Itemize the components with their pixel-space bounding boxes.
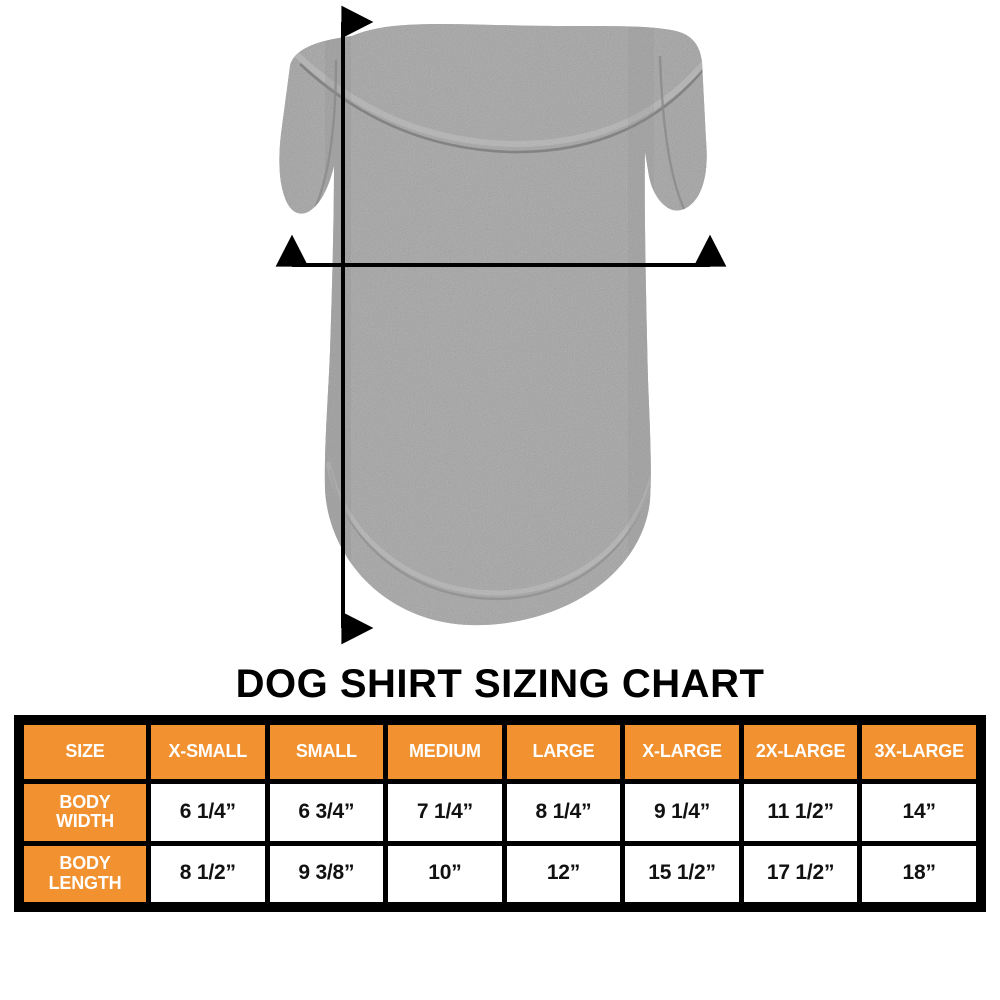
cell-body-length-x-large: 15 1/2” <box>625 845 739 902</box>
header-cell-size: SIZE <box>24 725 146 779</box>
page-title: DOG SHIRT SIZING CHART <box>235 662 765 706</box>
cell-body-length-medium: 10” <box>388 845 502 902</box>
product-figure <box>275 5 727 645</box>
dog-shirt-illustration <box>275 5 727 645</box>
header-cell-small: SMALL <box>269 725 384 779</box>
cell-body-length-2x-large: 17 1/2” <box>743 845 858 902</box>
sizing-table-container: SIZE X-SMALL SMALL MEDIUM LARGE X-LARGE … <box>14 715 986 912</box>
cell-body-length-large: 12” <box>506 845 621 902</box>
measurement-arrows <box>275 5 727 645</box>
cell-body-width-3x-large: 14” <box>862 784 976 841</box>
row-label-line-1: BODY <box>59 791 111 812</box>
header-cell-large: LARGE <box>506 725 621 779</box>
row-label-line-1: BODY <box>59 853 111 874</box>
cell-body-width-large: 8 1/4” <box>506 784 621 841</box>
header-cell-x-small: X-SMALL <box>151 725 265 779</box>
header-cell-x-large: X-LARGE <box>625 725 739 779</box>
table-row-body-width: BODY WIDTH 6 1/4” 6 3/4” 7 1/4” 8 1/4” 9… <box>24 784 976 841</box>
header-cell-3x-large: 3X-LARGE <box>862 725 976 779</box>
cell-body-width-small: 6 3/4” <box>269 784 384 841</box>
row-label-line-2: LENGTH <box>48 872 122 893</box>
sizing-table: SIZE X-SMALL SMALL MEDIUM LARGE X-LARGE … <box>19 720 981 907</box>
cell-body-length-3x-large: 18” <box>862 845 976 902</box>
cell-body-width-x-small: 6 1/4” <box>151 784 265 841</box>
header-cell-medium: MEDIUM <box>388 725 502 779</box>
row-label-line-2: WIDTH <box>56 811 114 832</box>
cell-body-length-x-small: 8 1/2” <box>151 845 265 902</box>
cell-body-width-2x-large: 11 1/2” <box>743 784 858 841</box>
row-label-body-length: BODY LENGTH <box>24 845 146 902</box>
row-label-body-width: BODY WIDTH <box>24 784 146 841</box>
cell-body-width-medium: 7 1/4” <box>388 784 502 841</box>
header-cell-2x-large: 2X-LARGE <box>743 725 858 779</box>
cell-body-width-x-large: 9 1/4” <box>625 784 739 841</box>
cell-body-length-small: 9 3/8” <box>269 845 384 902</box>
table-header-row: SIZE X-SMALL SMALL MEDIUM LARGE X-LARGE … <box>24 725 976 779</box>
table-row-body-length: BODY LENGTH 8 1/2” 9 3/8” 10” 12” 15 1/2… <box>24 845 976 902</box>
